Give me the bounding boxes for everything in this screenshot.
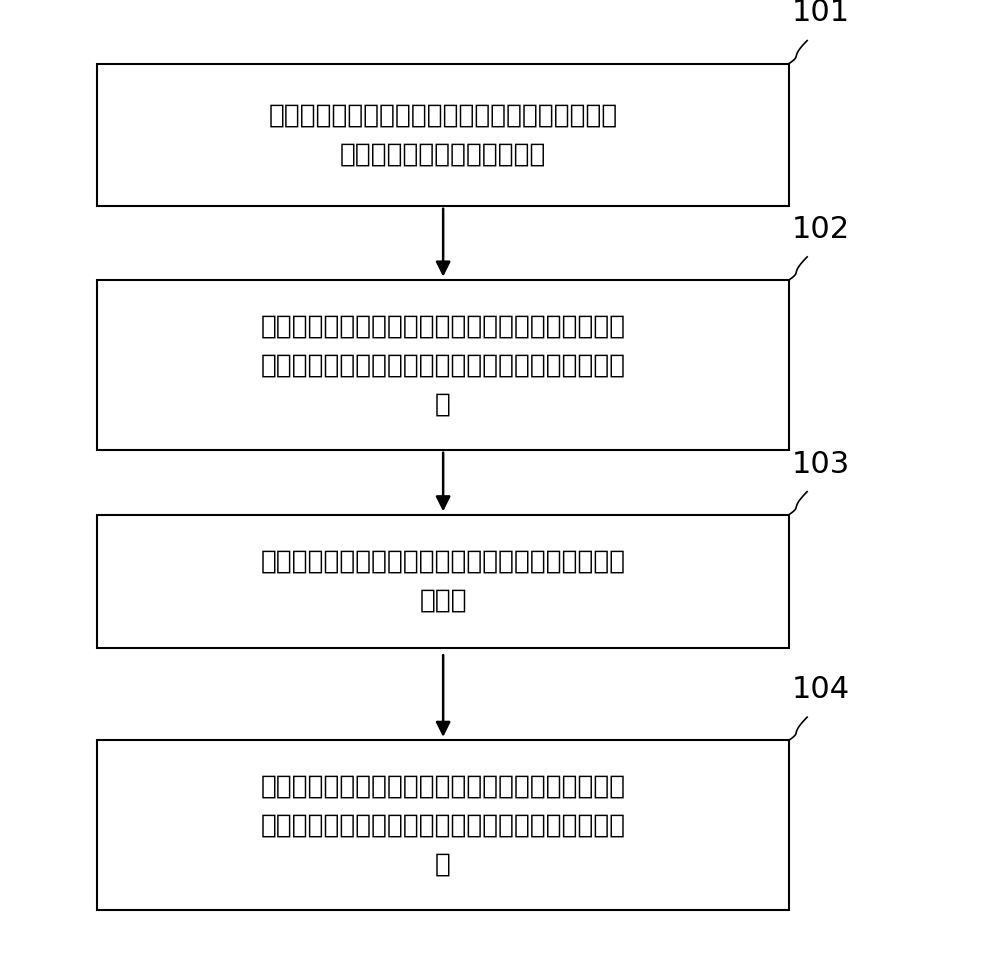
- Bar: [97, 64, 789, 206]
- Text: 基于当前进给轴偏置中的目标参数，对待加工硅棒中
的第一硅棒进行加工，得到大于目标上限值的第一硅
棒: 基于当前进给轴偏置中的目标参数，对待加工硅棒中 的第一硅棒进行加工，得到大于目标…: [261, 313, 626, 417]
- Text: 在接收到用户输入的目标参数的情况下，将抛光机
的进给轴偏置设置为目标参数: 在接收到用户输入的目标参数的情况下，将抛光机 的进给轴偏置设置为目标参数: [269, 103, 618, 168]
- Text: 在基于第一修磨量对第一尺寸值的第一硅棒执行修磨
操作的情况下，采用第一修磨量对进给轴偏置进行补
偿: 在基于第一修磨量对第一尺寸值的第一硅棒执行修磨 操作的情况下，采用第一修磨量对进…: [261, 773, 626, 877]
- Bar: [97, 515, 789, 648]
- Text: 101: 101: [792, 0, 850, 27]
- Text: 计算第一尺寸值和加工目标值之间的差值，得到第一
修磨量: 计算第一尺寸值和加工目标值之间的差值，得到第一 修磨量: [261, 548, 626, 614]
- Bar: [97, 740, 789, 911]
- Text: 104: 104: [792, 675, 850, 704]
- Bar: [97, 280, 789, 451]
- Text: 103: 103: [792, 450, 850, 479]
- Text: 102: 102: [792, 215, 850, 244]
